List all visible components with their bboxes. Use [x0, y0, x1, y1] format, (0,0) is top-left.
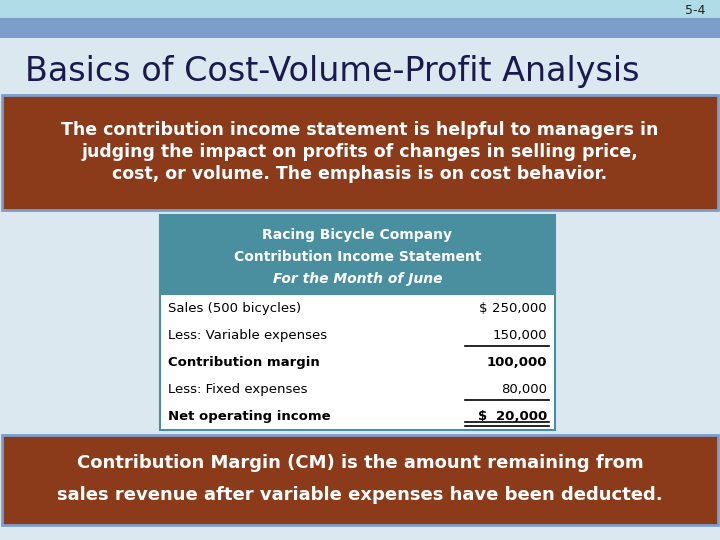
Text: Contribution Margin (CM) is the amount remaining from: Contribution Margin (CM) is the amount r… — [77, 454, 643, 472]
Text: Contribution Income Statement: Contribution Income Statement — [234, 250, 481, 264]
Text: The contribution income statement is helpful to managers in: The contribution income statement is hel… — [61, 121, 659, 139]
FancyBboxPatch shape — [0, 18, 720, 38]
Text: 20,000: 20,000 — [496, 410, 547, 423]
Text: 5-4: 5-4 — [685, 3, 705, 17]
Text: Sales (500 bicycles): Sales (500 bicycles) — [168, 302, 301, 315]
FancyBboxPatch shape — [160, 215, 555, 430]
Text: Net operating income: Net operating income — [168, 410, 330, 423]
Text: sales revenue after variable expenses have been deducted.: sales revenue after variable expenses ha… — [57, 486, 663, 504]
Text: Racing Bicycle Company: Racing Bicycle Company — [263, 228, 452, 242]
Text: Less: Fixed expenses: Less: Fixed expenses — [168, 383, 307, 396]
FancyBboxPatch shape — [2, 95, 718, 210]
FancyBboxPatch shape — [0, 38, 720, 540]
FancyBboxPatch shape — [2, 435, 718, 525]
Text: judging the impact on profits of changes in selling price,: judging the impact on profits of changes… — [81, 143, 639, 161]
Text: 80,000: 80,000 — [501, 383, 547, 396]
Text: 100,000: 100,000 — [487, 356, 547, 369]
Text: $: $ — [479, 302, 487, 315]
FancyBboxPatch shape — [0, 0, 720, 18]
Text: For the Month of June: For the Month of June — [273, 272, 442, 286]
Text: cost, or volume. The emphasis is on cost behavior.: cost, or volume. The emphasis is on cost… — [112, 165, 608, 183]
Text: Basics of Cost-Volume-Profit Analysis: Basics of Cost-Volume-Profit Analysis — [25, 56, 639, 89]
Text: 250,000: 250,000 — [492, 302, 547, 315]
Text: 150,000: 150,000 — [492, 329, 547, 342]
Text: Contribution margin: Contribution margin — [168, 356, 320, 369]
Text: Less: Variable expenses: Less: Variable expenses — [168, 329, 327, 342]
FancyBboxPatch shape — [160, 215, 555, 295]
Text: $: $ — [478, 410, 487, 423]
